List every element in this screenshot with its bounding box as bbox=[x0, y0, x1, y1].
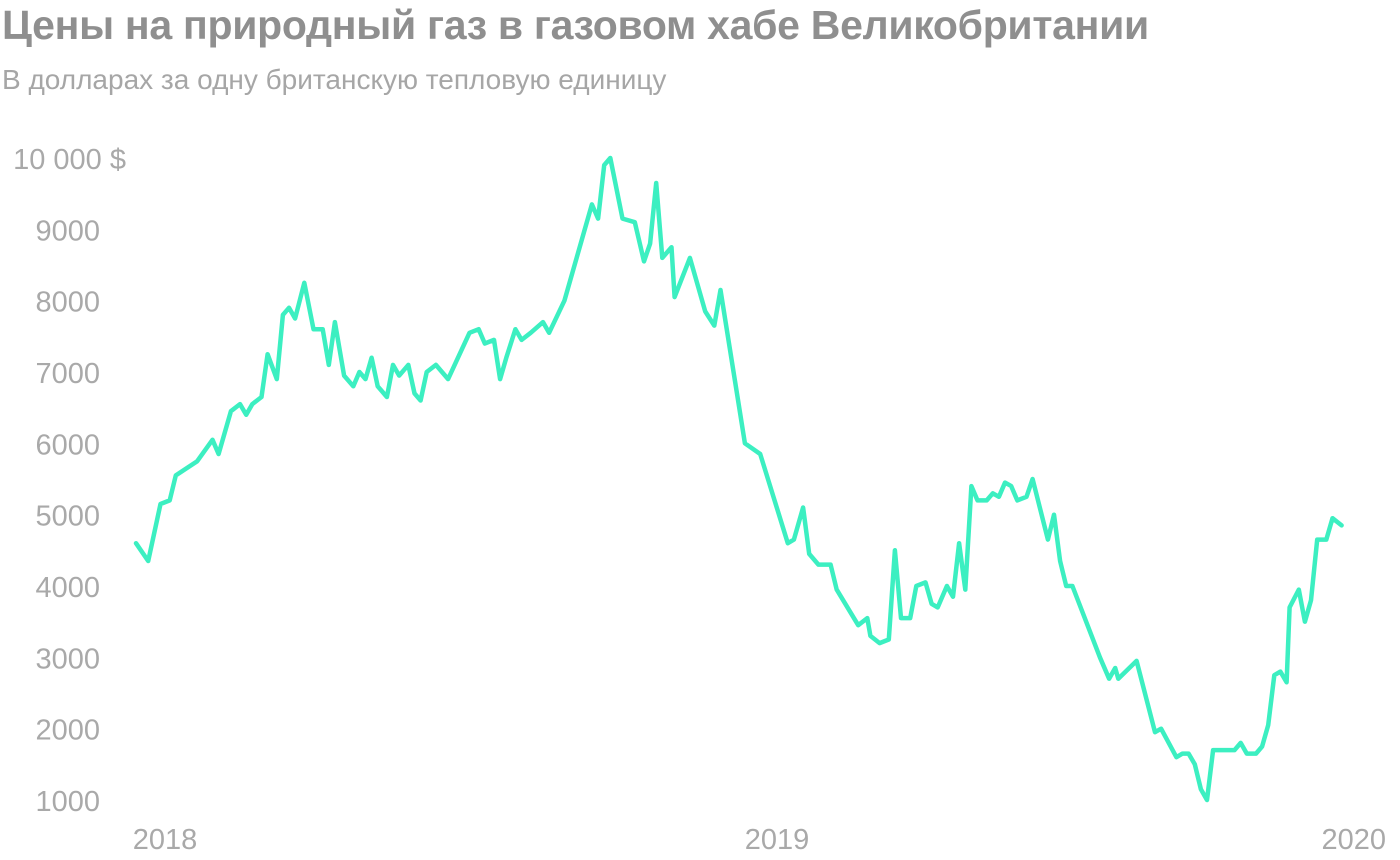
y-axis-ticks: 10 000 $ 9000 8000 7000 6000 5000 4000 3000 2000… bbox=[13, 144, 126, 818]
y-tick-label: 6000 bbox=[35, 429, 100, 461]
y-tick-label: 2000 bbox=[35, 715, 100, 747]
y-tick-label: 8000 bbox=[35, 287, 100, 319]
y-tick-label: 10 000 $ bbox=[13, 144, 126, 176]
chart-title: Цены на природный газ в газовом хабе Вел… bbox=[2, 2, 1149, 48]
y-tick-label: 3000 bbox=[35, 643, 100, 675]
y-tick-label: 5000 bbox=[35, 501, 100, 533]
y-tick-label: 4000 bbox=[35, 572, 100, 604]
y-tick-label: 9000 bbox=[35, 215, 100, 247]
y-tick-label: 7000 bbox=[35, 358, 100, 390]
y-tick-label: 1000 bbox=[35, 786, 100, 818]
chart-subtitle: В долларах за одну британскую тепловую е… bbox=[2, 64, 667, 95]
x-tick-label: 2019 bbox=[745, 824, 810, 856]
x-tick-label: 2020 bbox=[1321, 824, 1386, 856]
x-axis-ticks: 2018 2019 2020 bbox=[133, 824, 1386, 856]
x-tick-label: 2018 bbox=[133, 824, 198, 856]
series-layer bbox=[133, 155, 1344, 803]
price-series-line bbox=[133, 155, 1344, 803]
